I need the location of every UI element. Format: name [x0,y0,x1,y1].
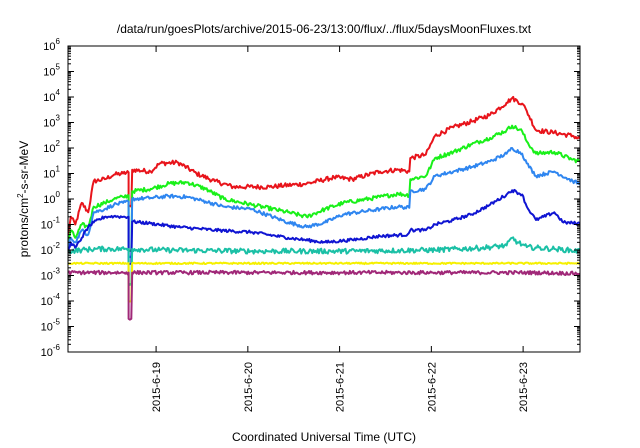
y-tick-label: 10-4 [41,292,61,308]
series-line-4 [68,188,580,265]
y-tick-label: 100 [43,190,60,206]
x-tick-label: 2015-6-22 [426,362,438,412]
y-tick-label: 105 [43,63,60,79]
y-tick-label: 106 [43,37,60,53]
y-tick-label: 10-2 [41,241,61,257]
series-line-6 [68,261,580,303]
y-tick-label: 104 [43,88,60,104]
y-tick-label: 10-6 [41,343,61,359]
series-line-7 [68,269,580,321]
y-tick-label: 103 [43,114,60,130]
plot-frame [67,45,581,353]
y-tick-label: 101 [43,165,60,181]
y-axis: 10-6 10-5 10-4 10-3 10-2 10-1 100 101 102 103 104 1… [41,37,580,359]
series-line-3 [68,147,580,259]
x-tick-label: 2015-6-23 [518,362,530,412]
y-tick-label: 102 [43,139,60,155]
y-axis-label: protons/cm2-s-sr-MeV [16,141,31,257]
x-tick-label: 2015-6-20 [243,362,255,412]
x-axis: 2015-6-19 2015-6-20 2015-6-21 2015-6-22 2015… [151,46,530,412]
x-tick-label: 2015-6-21 [335,362,347,412]
y-tick-label: 10-5 [41,318,61,334]
chart-title: /data/run/goesPlots/archive/2015-06-23/1… [117,22,532,36]
series-layer [68,95,580,321]
series-line-2 [68,124,580,252]
x-tick-label: 2015-6-19 [151,362,163,412]
series-line-5 [68,236,580,286]
x-axis-label: Coordinated Universal Time (UTC) [232,430,416,444]
series-line-1 [68,95,580,235]
y-tick-label: 10-3 [41,267,61,283]
y-tick-label: 10-1 [41,216,61,232]
